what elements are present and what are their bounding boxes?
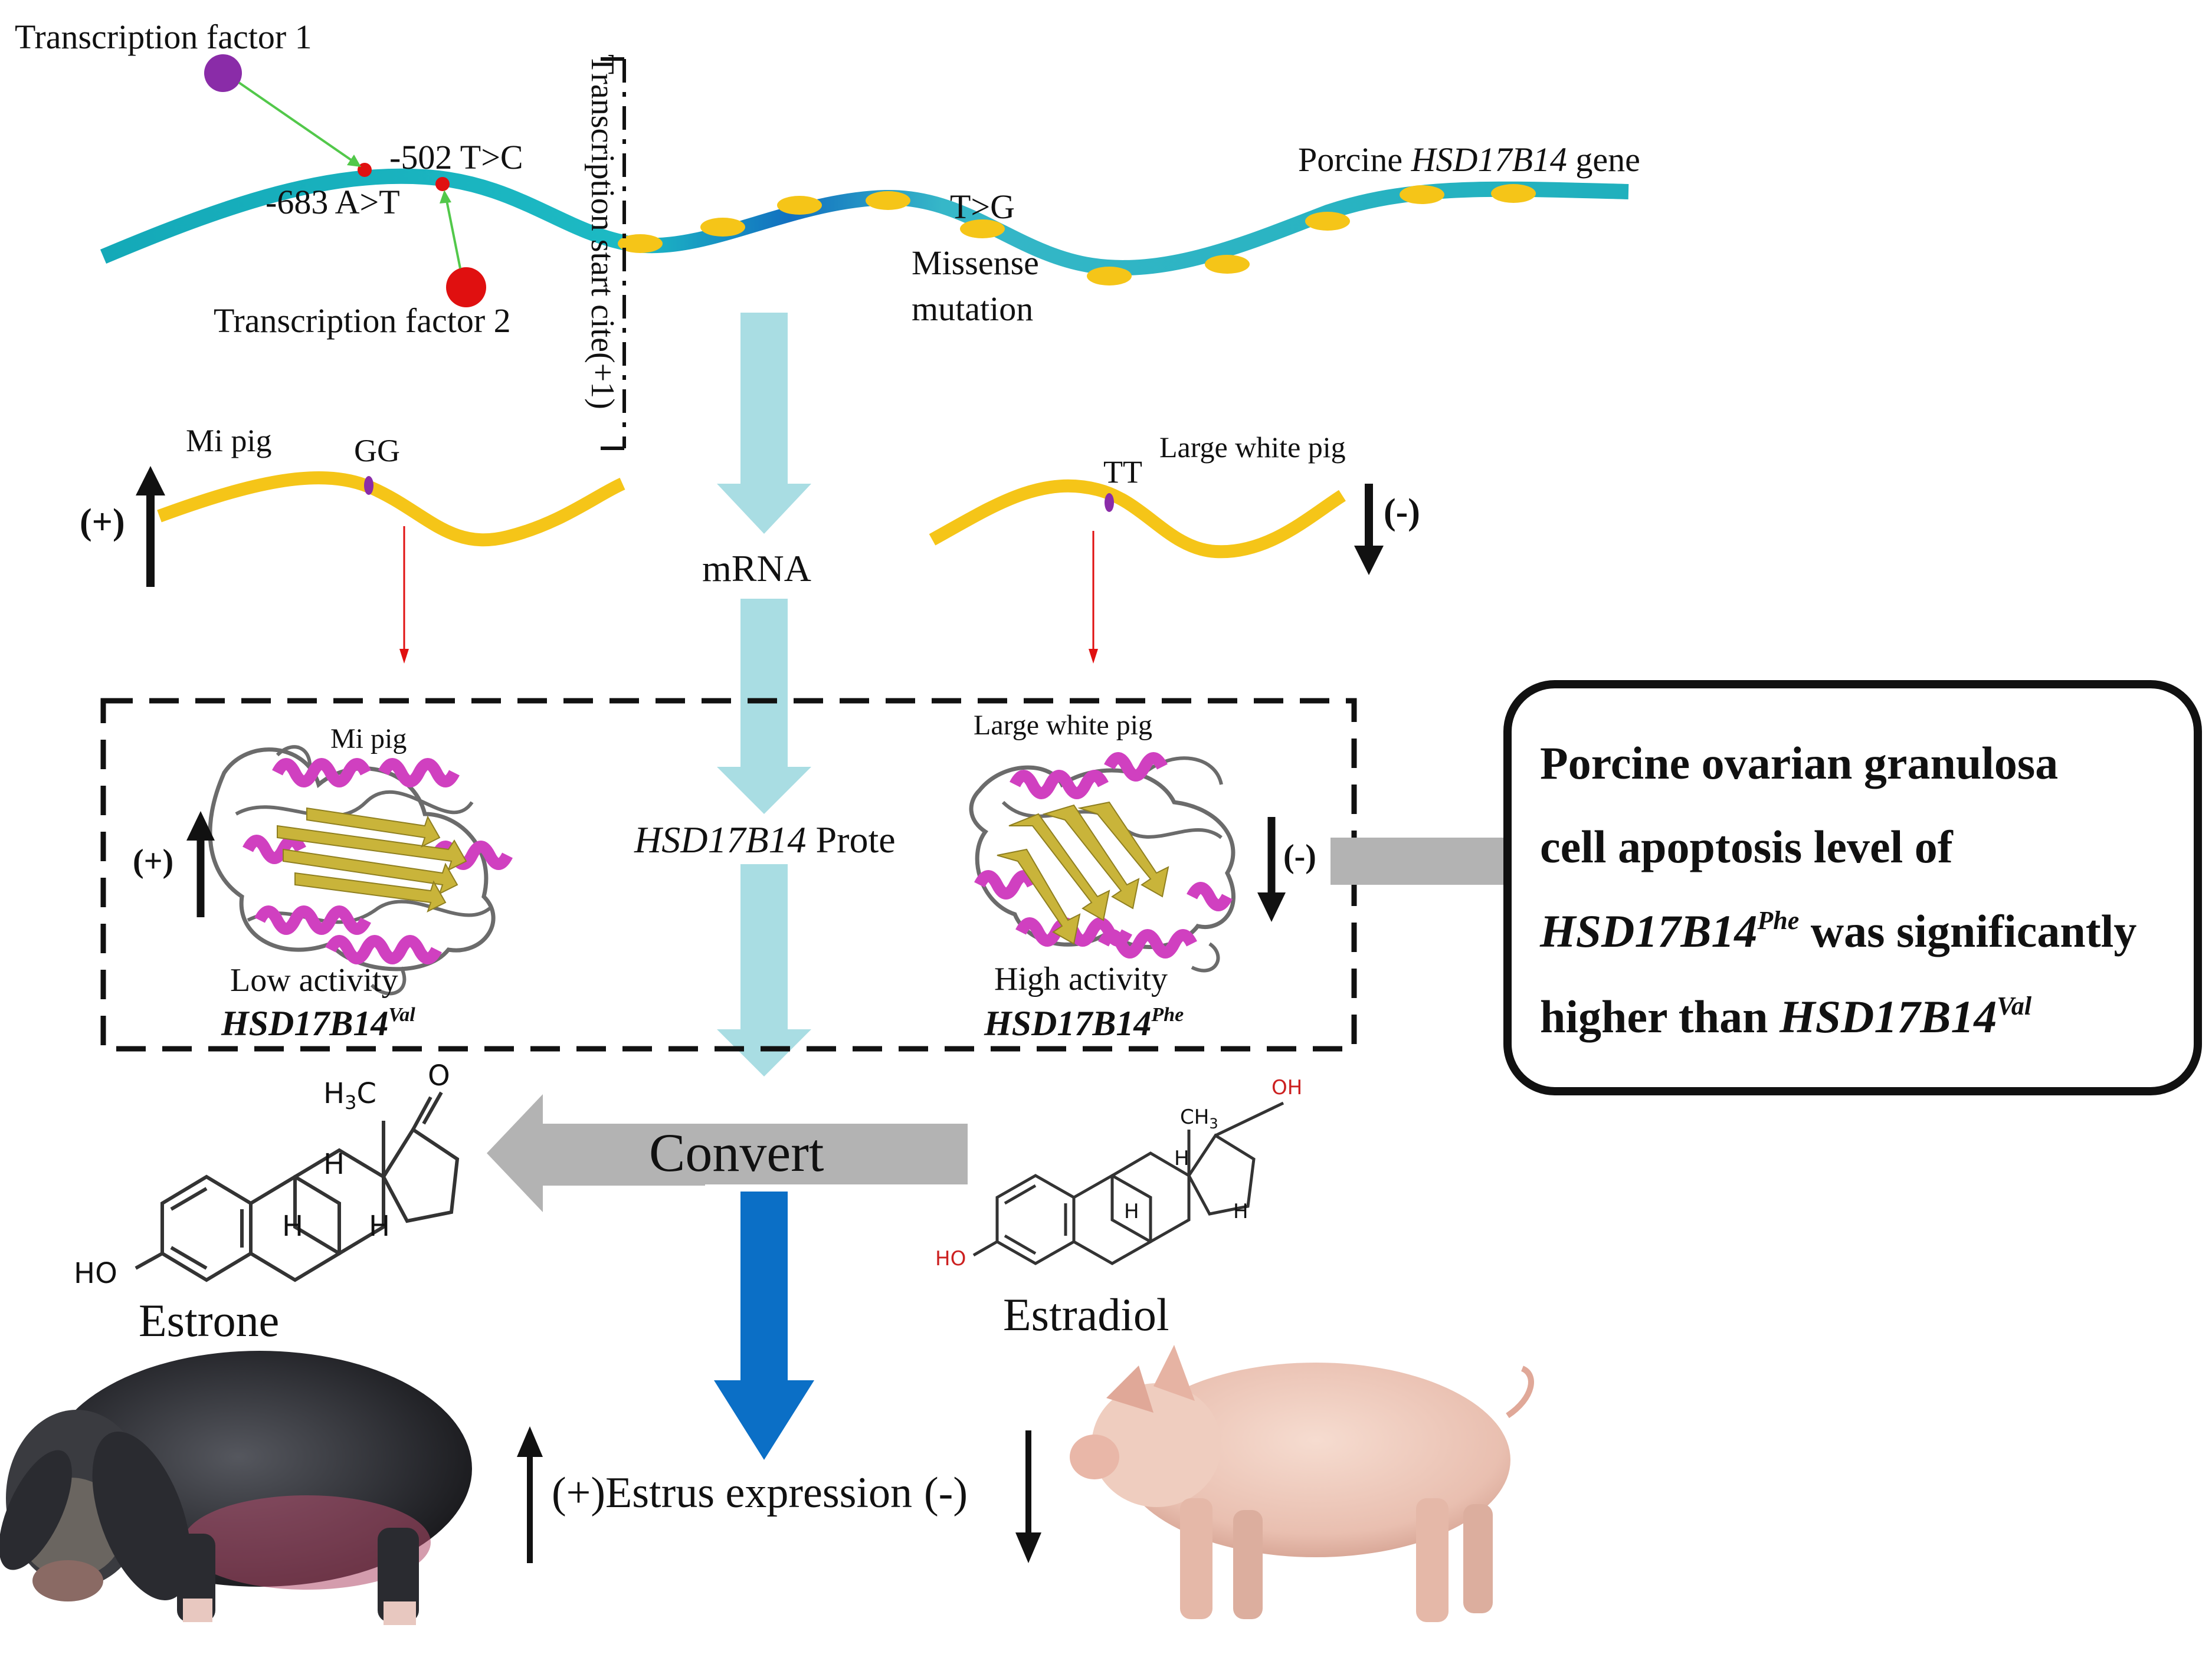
tf1-label: Transcription factor 1 xyxy=(15,18,312,56)
exon xyxy=(618,234,663,253)
mi-pig-mrna-sign: (+) xyxy=(80,502,125,542)
result-box: Porcine ovarian granulosa cell apoptosis… xyxy=(1503,680,2202,1095)
exon xyxy=(777,196,822,215)
protein-to-hormone-arrow xyxy=(717,864,811,1076)
large-white-down-arrowhead xyxy=(1354,546,1384,575)
snp-tg-label: T>G xyxy=(950,188,1015,226)
large-white-protein-label: Large white pig xyxy=(974,710,1152,741)
large-white-variant: HSD17B14Phe xyxy=(984,1004,1184,1043)
estrone-h3c: H3C xyxy=(323,1077,376,1114)
estrone-h-1: H xyxy=(323,1148,345,1181)
mi-pig-down-link-head xyxy=(399,649,409,664)
estradiol-h-3: H xyxy=(1233,1200,1248,1223)
snp-502-label: -502 T>C xyxy=(389,138,523,176)
gene-to-mrna-arrow xyxy=(717,313,811,534)
missense-label-line2: mutation xyxy=(912,290,1033,328)
result-line-1: Porcine ovarian granulosa xyxy=(1540,737,2058,789)
estradiol-structure xyxy=(972,1101,1284,1265)
estrone-ho: HO xyxy=(74,1257,117,1290)
snp-683-label: -683 A>T xyxy=(266,183,400,221)
protein-center-label: HSD17B14 Prote xyxy=(634,819,896,861)
tf1-arrowhead xyxy=(347,155,361,167)
protein-dashed-box xyxy=(100,698,1357,1052)
large-white-mrna-strand xyxy=(929,479,1346,559)
estrus-section: (+)Estrus expression (-) xyxy=(517,1426,1041,1563)
transcription-factor-2-icon xyxy=(446,267,486,307)
result-line-4: higher than HSD17B14Val xyxy=(1540,991,2032,1042)
mrna-section: Mi pig GG (+) Large white pig TT (-) xyxy=(80,423,1420,664)
exon xyxy=(960,219,1005,238)
large-white-protein-sign: (-) xyxy=(1283,838,1316,875)
large-white-genotype: TT xyxy=(1103,454,1142,490)
result-box-frame xyxy=(1503,680,2202,1095)
tss-label: Transcription start cite(+1) xyxy=(584,54,621,409)
result-line-3: HSD17B14Phe was significantly xyxy=(1539,905,2136,957)
protein-section: Mi pig (+) Low activity HSD17B14Val HSD1… xyxy=(100,698,1357,1052)
hormone-section: Convert H3C O HO H H H Estrone xyxy=(74,1059,1302,1346)
missense-label-line1: Missense xyxy=(912,244,1039,282)
central-flow: mRNA xyxy=(702,313,811,1076)
large-white-activity: High activity xyxy=(994,961,1168,997)
estradiol-h-2: H xyxy=(1124,1200,1139,1223)
large-white-mrna-sign: (-) xyxy=(1384,492,1420,532)
mi-pig-protein-label: Mi pig xyxy=(330,723,407,754)
exon-markers xyxy=(618,184,1536,285)
large-white-mrna-label: Large white pig xyxy=(1159,431,1346,464)
exon xyxy=(866,191,910,210)
mi-pig-protein-structure xyxy=(208,745,513,996)
mi-pig-snp-marker xyxy=(364,476,373,495)
exon xyxy=(1305,212,1350,231)
mi-pig-variant: HSD17B14Val xyxy=(221,1004,415,1043)
mi-pig-up-arrowhead xyxy=(136,466,165,495)
estrus-blue-arrow xyxy=(714,1192,814,1460)
mi-pig-mrna-strand xyxy=(157,471,625,547)
mi-pig-genotype: GG xyxy=(354,433,400,468)
mi-pig-protein-sign: (+) xyxy=(133,843,173,879)
estrone-h-2: H xyxy=(282,1210,303,1243)
estrone-h-3: H xyxy=(369,1210,390,1243)
estradiol-ch3: CH3 xyxy=(1180,1105,1218,1132)
large-white-protein-down-arrowhead xyxy=(1257,892,1286,922)
mi-pig-illustration xyxy=(0,1351,472,1625)
estrone-label: Estrone xyxy=(139,1295,279,1346)
exon xyxy=(700,218,745,237)
estradiol-ho: HO xyxy=(935,1247,966,1271)
large-white-down-link-head xyxy=(1089,649,1098,664)
snp-dot-683 xyxy=(358,163,372,177)
snp-dot-502 xyxy=(435,177,450,191)
large-white-protein-structure xyxy=(969,752,1236,973)
exon xyxy=(1205,255,1250,274)
estrus-down-arrowhead xyxy=(1015,1532,1041,1563)
large-white-snp-marker xyxy=(1105,493,1114,512)
estradiol-label: Estradiol xyxy=(1003,1289,1169,1340)
estrus-label: (+)Estrus expression (-) xyxy=(552,1469,968,1517)
result-line-2: cell apoptosis level of xyxy=(1540,821,1954,872)
exon xyxy=(1400,185,1444,204)
mi-pig-mrna-label: Mi pig xyxy=(186,423,272,458)
estrus-up-arrowhead xyxy=(517,1426,543,1457)
exon xyxy=(1491,184,1536,203)
estrone-o: O xyxy=(428,1059,450,1092)
transcription-factor-1-icon xyxy=(204,54,242,92)
mi-pig-activity: Low activity xyxy=(230,962,398,999)
tf1-arrow xyxy=(238,81,358,165)
tf2-label: Transcription factor 2 xyxy=(214,301,511,340)
exon xyxy=(1087,267,1132,285)
gene-title: Porcine HSD17B14 gene xyxy=(1298,140,1640,179)
tf2-arrow xyxy=(445,197,461,269)
large-white-pig-illustration xyxy=(1070,1345,1534,1622)
mrna-label: mRNA xyxy=(702,547,811,589)
estradiol-h-1: H xyxy=(1174,1147,1189,1170)
mi-pig-protein-up-arrowhead xyxy=(186,811,215,841)
gene-section: Transcription factor 1 Transcription fac… xyxy=(15,18,1640,450)
estradiol-oh: OH xyxy=(1272,1076,1302,1100)
convert-label: Convert xyxy=(649,1123,824,1183)
estrone-structure xyxy=(135,1091,460,1282)
tf2-arrowhead xyxy=(440,190,451,204)
mrna-to-protein-arrow xyxy=(717,599,811,814)
convert-arrow xyxy=(487,1094,968,1212)
